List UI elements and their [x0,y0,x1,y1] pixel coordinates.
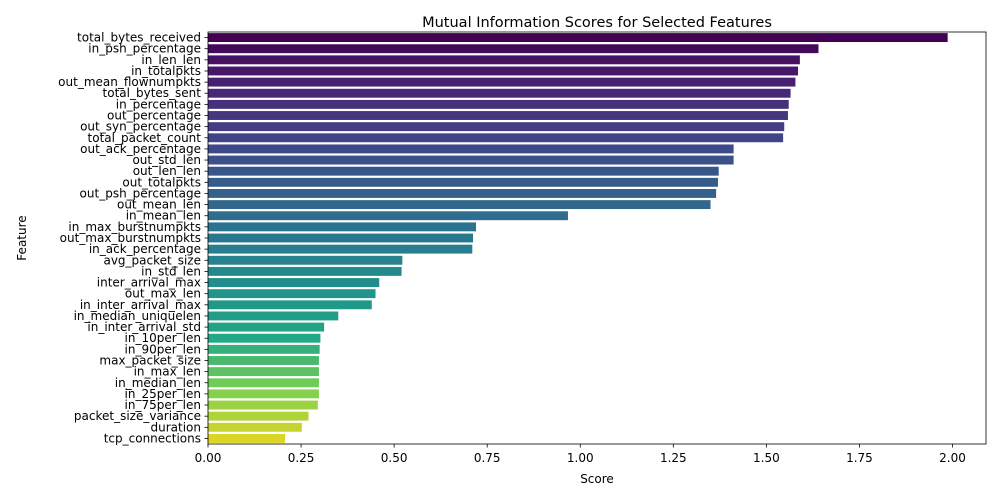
y-tick-label: out_mean_len [117,198,201,212]
bar-packet_size_variance [208,411,309,421]
x-tick-label: 0.75 [474,451,501,465]
bar-out_mean_len [208,200,711,210]
x-axis-label: Score [580,472,614,486]
x-tick-label: 0.50 [381,451,408,465]
bar-inter_arrival_max [208,278,380,287]
bar-in_90per_len [208,344,320,354]
y-tick-label: in_mean_len [126,209,201,223]
bar-in_median_len [208,378,319,388]
y-tick-label: out_std_len [132,153,201,167]
y-tick-label: out_syn_percentage [80,120,201,134]
x-tick-label: 2.00 [939,451,966,465]
bar-in_25per_len [208,389,319,399]
bar-avg_packet_size [208,255,403,265]
bar-in_inter_arrival_std [208,322,325,332]
bar-out_syn_percentage [208,122,785,132]
y-tick-label: tcp_connections [104,431,201,445]
y-tick-label: out_totalpkts [122,175,201,189]
chart-title: Mutual Information Scores for Selected F… [422,15,772,31]
bar-in_75per_len [208,400,318,410]
y-tick-label: out_max_burstnumpkts [60,231,201,245]
y-tick-label: out_percentage [107,109,201,123]
bar-in_max_burstnumpkts [208,222,477,232]
y-tick-label: duration [151,420,202,434]
bar-out_max_burstnumpkts [208,233,474,243]
y-tick-label: total_bytes_received [77,31,201,45]
y-tick-label: avg_packet_size [103,253,201,267]
bar-in_max_len [208,367,319,377]
y-tick-label: out_psh_percentage [80,186,201,200]
y-tick-label: in_std_len [141,264,201,278]
x-tick-label: 1.50 [753,451,780,465]
bar-out_percentage [208,111,788,120]
x-tick-label: 0.25 [288,451,315,465]
bar-out_ack_percentage [208,144,734,154]
y-tick-label: total_bytes_sent [103,86,202,100]
y-tick-label: in_median_len [115,376,201,390]
y-tick-label: in_inter_arrival_max [80,298,201,312]
y-tick-label: in_inter_arrival_std [87,320,201,334]
y-tick-label: in_75per_len [125,398,201,412]
y-tick-label: out_max_len [125,287,201,301]
bar-in_ack_percentage [208,244,473,254]
y-tick-label: in_psh_percentage [88,42,201,56]
bar-max_packet_size [208,356,319,365]
y-tick-label: in_ack_percentage [89,242,201,256]
y-tick-label: inter_arrival_max [97,276,201,290]
y-tick-label: out_mean_flownumpkts [58,75,201,89]
y-tick-label: out_ack_percentage [80,142,201,156]
bar-in_len_len [208,55,800,65]
bar-in_inter_arrival_max [208,300,372,310]
bar-out_std_len [208,155,734,165]
x-tick-label: 0.00 [195,451,222,465]
bar-total_bytes_sent [208,88,791,98]
y-tick-label: in_25per_len [125,387,201,401]
y-tick-label: in_totalpkts [131,64,201,78]
plot-frame [207,31,987,445]
x-ticks: 0.00 0.25 0.50 0.75 1.00 1.25 1.50 1.75 2.00 [195,444,966,465]
bar-tcp_connections [208,433,286,443]
y-axis-label: Feature [15,215,29,260]
bar-out_totalpkts [208,177,718,187]
bar-out_mean_flownumpkts [208,77,796,87]
bar-total_bytes_received [208,33,948,43]
bar-in_mean_len [208,211,568,221]
y-tick-label: max_packet_size [99,353,201,367]
bar-in_std_len [208,266,402,276]
y-tick-label: in_len_len [141,53,201,67]
bars-group [208,33,948,443]
bar-out_max_len [208,289,376,299]
bar-total_packet_count [208,133,784,143]
x-tick-label: 1.25 [660,451,687,465]
bar-out_psh_percentage [208,189,717,198]
x-tick-label: 1.75 [846,451,873,465]
y-tick-label: total_packet_count [88,131,202,145]
x-tick-label: 1.00 [567,451,594,465]
y-tick-label: packet_size_variance [74,409,201,423]
bar-out_len_len [208,166,719,176]
bar-in_10per_len [208,333,321,343]
bar-duration [208,422,302,432]
bar-in_totalpkts [208,66,799,76]
bar-in_percentage [208,99,789,109]
y-tick-label: in_percentage [116,97,201,111]
y-tick-label: out_len_len [133,164,201,178]
y-tick-labels: total_bytes_receivedin_psh_percentagein_… [58,31,208,445]
bar-in_median_uniquelen [208,311,339,321]
y-tick-label: in_median_uniquelen [74,309,201,323]
y-tick-label: in_10per_len [125,331,201,345]
bar-in_psh_percentage [208,44,819,54]
y-tick-label: in_max_burstnumpkts [68,220,201,234]
y-tick-label: in_90per_len [125,342,201,356]
y-tick-label: in_max_len [134,365,201,379]
